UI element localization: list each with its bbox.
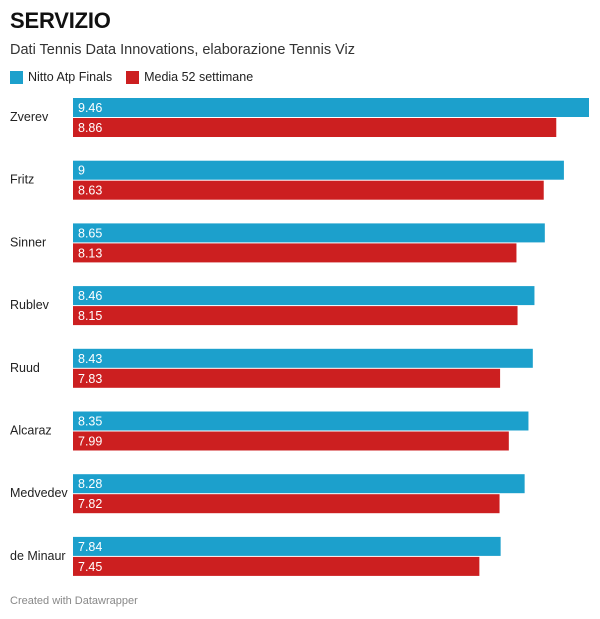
data-label-de-minaur-nitto-atp-finals: 7.84 bbox=[78, 540, 102, 554]
legend: Nitto Atp Finals Media 52 settimane bbox=[10, 70, 267, 84]
data-label-medvedev-nitto-atp-finals: 8.28 bbox=[78, 477, 102, 491]
category-label-ruud: Ruud bbox=[10, 361, 40, 375]
bar-fritz-nitto-atp-finals bbox=[73, 160, 564, 180]
data-label-alcaraz-nitto-atp-finals: 8.35 bbox=[78, 415, 102, 429]
data-label-zverev-nitto-atp-finals: 9.46 bbox=[78, 101, 102, 115]
category-label-sinner: Sinner bbox=[10, 235, 46, 249]
bar-rublev-nitto-atp-finals bbox=[73, 286, 535, 306]
data-label-ruud-nitto-atp-finals: 8.43 bbox=[78, 352, 102, 366]
bar-de-minaur-nitto-atp-finals bbox=[73, 536, 501, 556]
legend-swatch-nitto bbox=[10, 70, 23, 84]
data-label-medvedev-media-52-settimane: 7.82 bbox=[78, 497, 102, 511]
footer-credit: Created with Datawrapper bbox=[10, 595, 138, 607]
bar-alcaraz-nitto-atp-finals bbox=[73, 411, 529, 431]
category-label-fritz: Fritz bbox=[10, 173, 34, 187]
data-label-rublev-media-52-settimane: 8.15 bbox=[78, 309, 102, 323]
bar-de-minaur-media-52-settimane bbox=[73, 556, 480, 576]
data-label-de-minaur-media-52-settimane: 7.45 bbox=[78, 560, 102, 574]
data-label-alcaraz-media-52-settimane: 7.99 bbox=[78, 435, 102, 449]
chart-subtitle: Dati Tennis Data Innovations, elaborazio… bbox=[10, 42, 355, 58]
category-label-alcaraz: Alcaraz bbox=[10, 424, 52, 438]
legend-item-nitto: Nitto Atp Finals bbox=[10, 70, 112, 84]
bar-medvedev-media-52-settimane bbox=[73, 494, 500, 514]
bar-zverev-media-52-settimane bbox=[73, 118, 557, 137]
bar-ruud-nitto-atp-finals bbox=[73, 348, 533, 368]
chart-title: SERVIZIO bbox=[10, 8, 111, 33]
data-label-fritz-nitto-atp-finals: 9 bbox=[78, 164, 85, 178]
data-label-rublev-nitto-atp-finals: 8.46 bbox=[78, 289, 102, 303]
category-label-de-minaur: de Minaur bbox=[10, 549, 66, 563]
bar-fritz-media-52-settimane bbox=[73, 180, 544, 200]
legend-label-nitto: Nitto Atp Finals bbox=[28, 70, 113, 84]
bar-zverev-nitto-atp-finals bbox=[73, 98, 589, 117]
data-label-fritz-media-52-settimane: 8.63 bbox=[78, 184, 102, 198]
bar-rublev-media-52-settimane bbox=[73, 306, 518, 326]
legend-swatch-media bbox=[126, 70, 140, 84]
category-label-rublev: Rublev bbox=[10, 298, 50, 312]
category-label-medvedev: Medvedev bbox=[10, 486, 68, 500]
bar-alcaraz-media-52-settimane bbox=[73, 431, 509, 451]
bar-sinner-media-52-settimane bbox=[73, 243, 517, 263]
data-label-zverev-media-52-settimane: 8.86 bbox=[78, 121, 102, 135]
legend-item-media: Media 52 settimane bbox=[126, 70, 253, 84]
data-label-sinner-media-52-settimane: 8.13 bbox=[78, 246, 102, 260]
bar-medvedev-nitto-atp-finals bbox=[73, 474, 525, 494]
data-label-sinner-nitto-atp-finals: 8.65 bbox=[78, 226, 102, 240]
data-label-ruud-media-52-settimane: 7.83 bbox=[78, 372, 102, 386]
legend-label-media: Media 52 settimane bbox=[144, 70, 254, 84]
bar-sinner-nitto-atp-finals bbox=[73, 223, 545, 243]
bar-ruud-media-52-settimane bbox=[73, 368, 501, 388]
category-label-zverev: Zverev bbox=[10, 110, 49, 124]
